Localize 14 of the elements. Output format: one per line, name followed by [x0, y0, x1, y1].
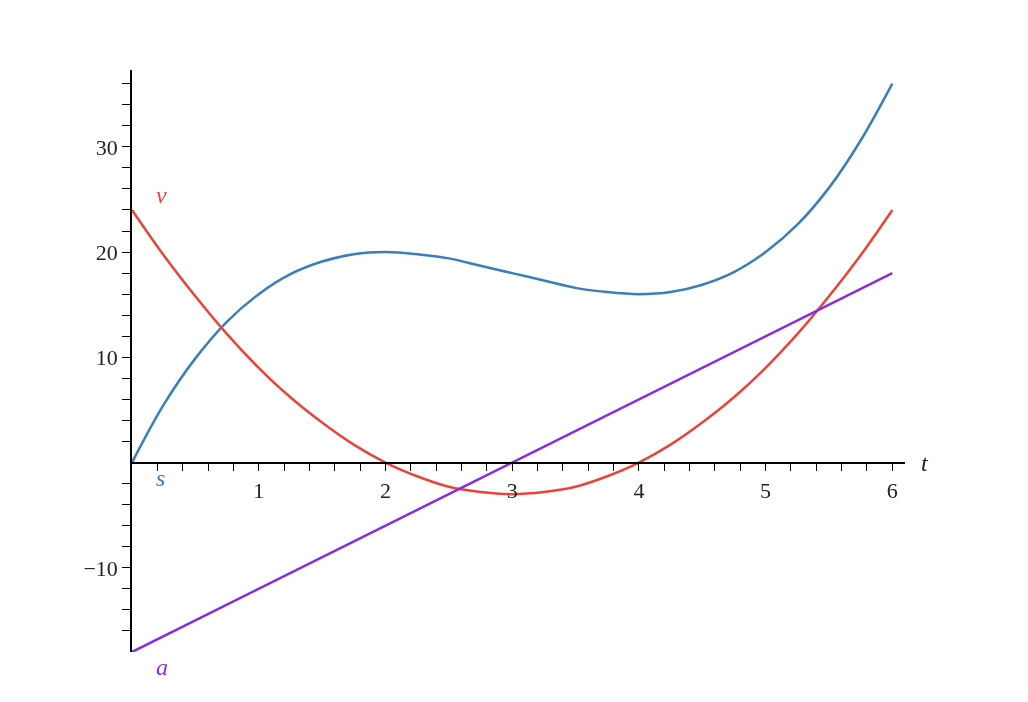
series-label: s — [156, 465, 166, 491]
y-tick-label: 30 — [95, 134, 118, 160]
x-tick-label: 2 — [379, 477, 391, 503]
series-label: v — [156, 182, 167, 208]
x-tick-label: 6 — [886, 477, 898, 503]
series-label: a — [156, 654, 168, 680]
x-tick-label: 1 — [253, 477, 265, 503]
x-tick-label: 4 — [633, 477, 645, 503]
x-axis-title: t — [921, 450, 929, 476]
y-tick-label: −10 — [83, 555, 118, 581]
line-series — [132, 82, 894, 464]
x-tick-label: 5 — [760, 477, 772, 503]
y-tick-label: 10 — [95, 345, 118, 371]
y-tick-label: 20 — [95, 239, 118, 265]
